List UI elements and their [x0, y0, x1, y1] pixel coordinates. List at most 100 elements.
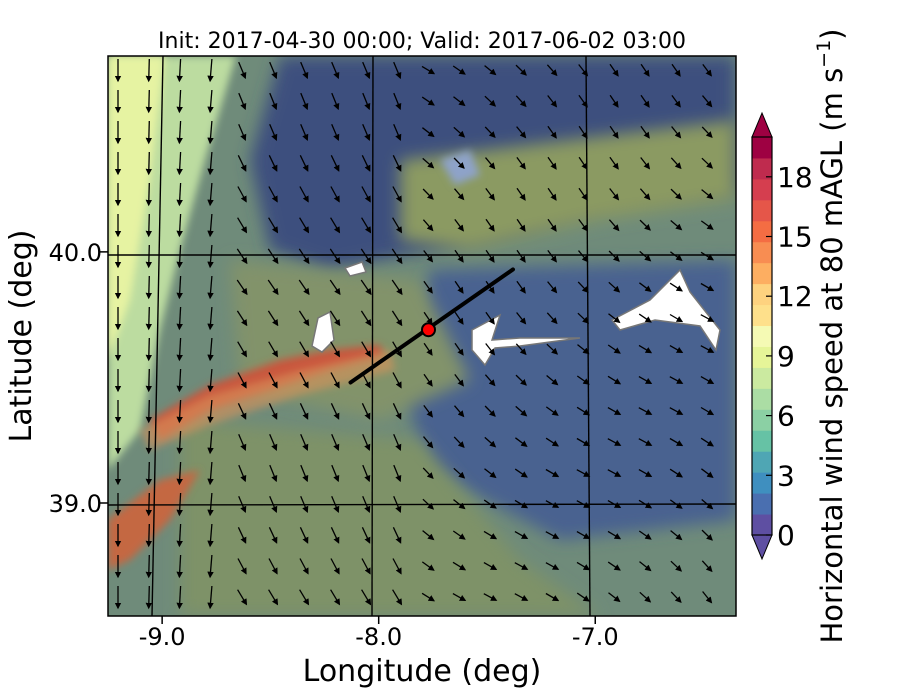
- wind-arrow: [452, 530, 466, 540]
- colorbar-tick-label: 3: [777, 459, 795, 492]
- wind-arrow: [514, 468, 528, 478]
- wind-arrow: [576, 592, 590, 602]
- wind-arrow: [269, 61, 278, 80]
- wind-arrow: [639, 561, 652, 572]
- wind-arrow: [269, 123, 278, 141]
- x-axis-label: Longitude (deg): [303, 654, 542, 689]
- colorbar-segment: [752, 325, 772, 347]
- wind-arrow: [268, 341, 278, 358]
- wind-arrow: [362, 92, 371, 111]
- wind-arrow: [454, 342, 464, 356]
- gridline-lon-minus-9: [151, 56, 164, 616]
- wind-arrow: [607, 344, 621, 354]
- wind-arrow: [640, 157, 651, 170]
- wind-arrow: [670, 220, 683, 231]
- wind-arrow: [176, 89, 183, 114]
- wind-arrow: [485, 218, 495, 232]
- wind-arrow: [362, 123, 371, 141]
- wind-arrow: [452, 593, 467, 602]
- wind-arrow: [207, 244, 214, 269]
- wind-arrow: [268, 558, 278, 575]
- wind-arrow: [422, 188, 434, 200]
- wind-arrow: [423, 280, 433, 294]
- wind-arrow: [268, 372, 278, 389]
- wind-arrow: [299, 186, 309, 203]
- wind-arrow: [300, 464, 309, 483]
- colorbar-segment: [752, 514, 772, 536]
- wind-arrow: [546, 375, 559, 386]
- wind-arrow: [669, 499, 683, 509]
- wind-arrow: [669, 345, 684, 354]
- wind-arrow: [176, 120, 183, 145]
- wind-arrow: [207, 523, 214, 548]
- wind-arrow: [453, 499, 466, 510]
- colorbar-segment: [752, 157, 772, 180]
- wind-arrow: [454, 374, 464, 387]
- wind-arrow: [609, 94, 619, 108]
- wind-arrow: [485, 343, 496, 356]
- wind-arrow: [237, 217, 248, 234]
- wind-arrow: [670, 157, 682, 170]
- wind-arrow: [576, 406, 591, 416]
- wind-arrow: [547, 250, 557, 263]
- wind-arrow: [454, 188, 465, 201]
- wind-arrow: [578, 94, 588, 108]
- wind-arrow: [268, 186, 278, 203]
- wind-arrow: [237, 372, 247, 389]
- wind-arrow: [546, 64, 558, 77]
- wind-arrow: [638, 407, 653, 415]
- map-frame: [107, 55, 737, 617]
- wind-arrow: [360, 279, 372, 296]
- wind-arrow: [484, 468, 497, 479]
- wind-arrow: [547, 187, 557, 201]
- wind-arrow: [207, 337, 214, 362]
- wind-arrow: [237, 341, 247, 358]
- wind-arrow: [483, 530, 498, 540]
- colorbar-tick-label: 9: [777, 340, 795, 373]
- colorbar-tick-label: 6: [777, 400, 795, 433]
- wind-arrow: [423, 436, 434, 449]
- wind-arrow: [547, 218, 557, 232]
- wind-arrow: [701, 529, 713, 541]
- colorbar-segment: [752, 388, 772, 410]
- wind-arrow: [545, 406, 559, 416]
- wind-arrow: [176, 182, 183, 207]
- wind-arrow: [393, 433, 402, 451]
- wind-arrow: [236, 310, 248, 327]
- colorbar-ticks: 0 3 6 9 12 15 18: [766, 161, 813, 552]
- colorbar-segment: [752, 220, 772, 243]
- wind-arrow: [176, 523, 183, 548]
- wind-arrow: [453, 126, 466, 138]
- colorbar-label: Horizontal wind speed at 80 mAGL (m s−1): [813, 28, 849, 643]
- wind-arrow: [207, 275, 214, 300]
- wind-arrow: [393, 61, 402, 80]
- wind-arrow: [423, 311, 433, 325]
- wind-arrow: [483, 593, 498, 601]
- wind-arrow: [176, 337, 183, 362]
- wind-arrow: [236, 279, 248, 296]
- wind-arrow: [145, 368, 153, 393]
- wind-arrow: [640, 125, 650, 139]
- wind-arrow: [299, 341, 309, 358]
- wind-arrow: [299, 527, 309, 544]
- wind-arrow: [267, 248, 279, 265]
- wind-arrow: [515, 374, 527, 386]
- wind-arrow: [454, 405, 465, 418]
- wind-arrow: [392, 589, 403, 606]
- wind-arrow: [670, 188, 682, 200]
- wind-arrow: [237, 155, 247, 172]
- wind-arrow: [609, 156, 619, 170]
- wind-arrow: [638, 530, 652, 540]
- wind-arrow: [609, 63, 619, 77]
- wind-arrow: [300, 123, 309, 141]
- speed-region-olive-band: [400, 120, 736, 250]
- wind-arrow: [608, 219, 620, 232]
- wind-arrow: [453, 436, 465, 449]
- wind-arrow: [454, 280, 464, 294]
- wind-arrow: [701, 126, 713, 139]
- wind-arrow: [176, 306, 183, 331]
- wind-arrow: [578, 125, 588, 139]
- wind-arrow: [392, 527, 402, 544]
- wind-arrow: [484, 436, 497, 448]
- wind-arrow: [609, 188, 620, 201]
